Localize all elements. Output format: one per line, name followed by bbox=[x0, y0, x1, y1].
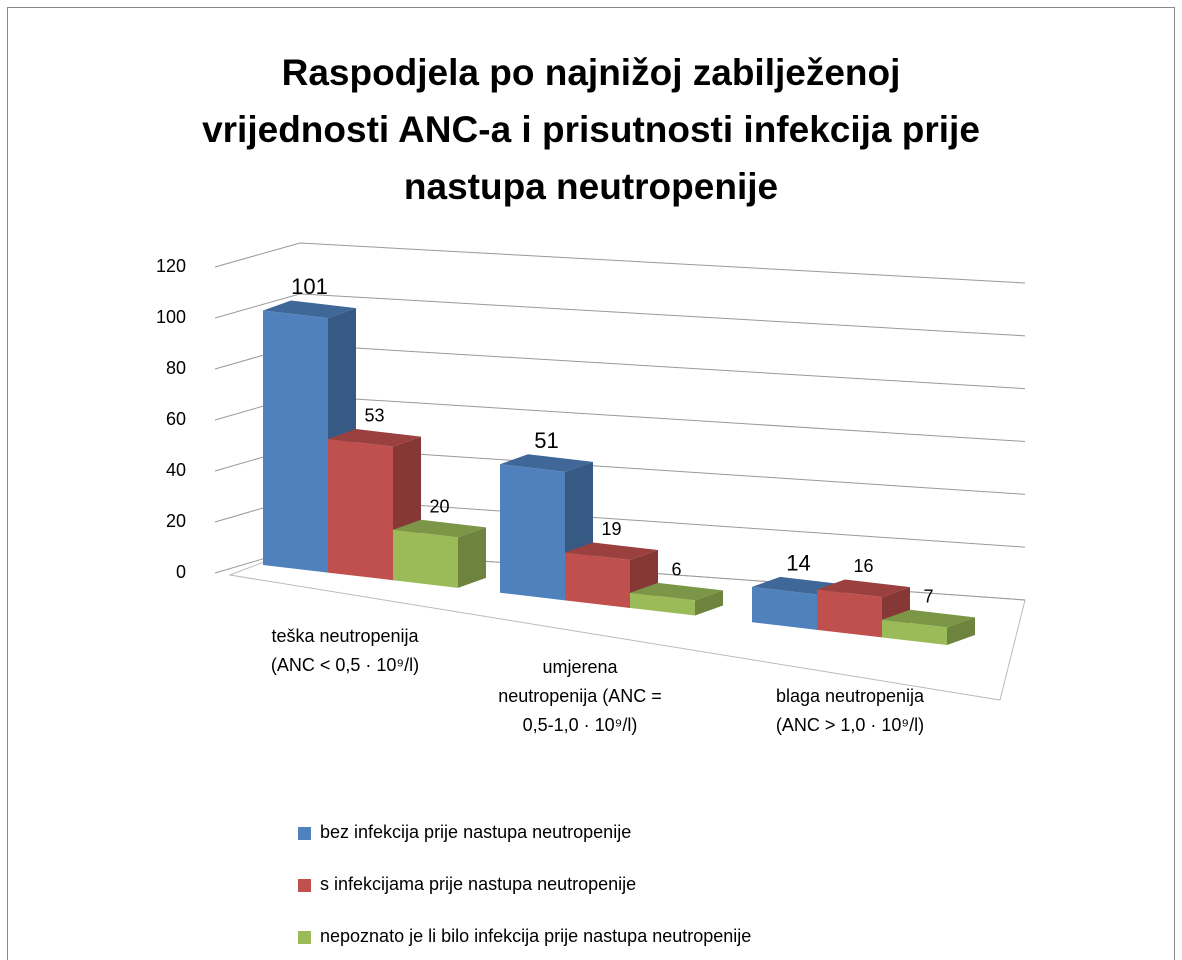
legend-swatch bbox=[298, 827, 311, 840]
bar-front bbox=[630, 592, 695, 616]
y-tick-label: 20 bbox=[166, 511, 186, 531]
data-label: 51 bbox=[534, 428, 558, 453]
data-label: 7 bbox=[923, 586, 933, 606]
data-label: 101 bbox=[291, 274, 328, 299]
legend-swatch bbox=[298, 879, 311, 892]
bar-top bbox=[630, 582, 723, 601]
data-label: 19 bbox=[601, 519, 621, 539]
bar-top bbox=[393, 519, 486, 538]
y-tick-label: 80 bbox=[166, 358, 186, 378]
y-tick-label: 0 bbox=[176, 562, 186, 582]
grid-line bbox=[214, 293, 1026, 337]
x-tick-label: blaga neutropenija (ANC > 1,0 · 10⁹/l) bbox=[776, 686, 925, 735]
bar-side bbox=[695, 590, 723, 616]
bar bbox=[882, 609, 975, 646]
bar-side bbox=[947, 617, 975, 646]
legend-swatch bbox=[298, 931, 311, 944]
bar-top bbox=[500, 454, 593, 472]
bar-front bbox=[393, 529, 458, 588]
y-tick-label: 40 bbox=[166, 460, 186, 480]
chart-title: Raspodjela po najnižoj zabilježenoj vrije… bbox=[202, 52, 980, 207]
bar-top bbox=[882, 609, 975, 628]
data-label: 6 bbox=[671, 559, 681, 579]
legend-label: nepoznato je li bilo infekcija prije nas… bbox=[320, 926, 751, 946]
bar-front bbox=[500, 464, 565, 601]
data-label: 14 bbox=[786, 551, 810, 576]
data-label: 53 bbox=[364, 406, 384, 426]
bar bbox=[393, 519, 486, 588]
bar-front bbox=[328, 439, 393, 581]
grid-line bbox=[214, 242, 1026, 284]
legend-label: bez infekcija prije nastupa neutropenije bbox=[320, 822, 631, 842]
bar-side bbox=[458, 527, 486, 588]
bar-front bbox=[817, 589, 882, 638]
y-tick-label: 120 bbox=[156, 256, 186, 276]
bar-top bbox=[263, 300, 356, 319]
x-tick-label: teška neutropenija (ANC < 0,5 · 10⁹/l) bbox=[271, 626, 420, 675]
bar-front bbox=[565, 552, 630, 608]
data-label: 16 bbox=[853, 556, 873, 576]
bar-front bbox=[752, 586, 817, 630]
y-tick-label: 60 bbox=[166, 409, 186, 429]
legend-label: s infekcijama prije nastupa neutropenije bbox=[320, 874, 636, 894]
x-tick-label: umjerena neutropenija (ANC = 0,5-1,0 · 10⁹… bbox=[498, 657, 662, 735]
y-tick-label: 100 bbox=[156, 307, 186, 327]
bar-top bbox=[328, 429, 421, 447]
bar bbox=[630, 582, 723, 616]
bar-front bbox=[263, 310, 328, 573]
data-label: 20 bbox=[429, 496, 449, 516]
bar-top bbox=[565, 542, 658, 561]
bar-front bbox=[882, 619, 947, 646]
bar-top bbox=[817, 579, 910, 598]
